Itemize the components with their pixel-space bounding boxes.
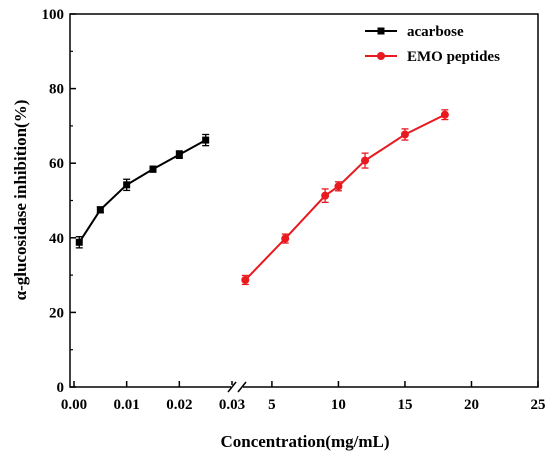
data-point [202,136,210,144]
x-tick-label: 15 [397,397,412,413]
axis-break-mark [227,381,237,393]
legend-label: acarbose [407,24,464,40]
x-tick-label: 0.01 [114,397,140,413]
data-point [321,191,330,200]
legend-marker [377,27,385,35]
y-tick-label: 20 [49,305,64,321]
axes: 0 20 40 60 80 100 0.00 0.01 0.02 0.03 5 10 15 20 25 [42,7,546,413]
x-tick-label: 25 [531,397,546,413]
x-tick-label: 20 [464,397,479,413]
y-tick-label: 0 [57,380,65,396]
data-point [241,275,250,284]
data-point [361,156,370,165]
axis-break-mark [237,381,247,393]
y-tick-label: 40 [49,231,64,247]
x-tick-label: 0.02 [166,397,192,413]
data-point [96,206,104,214]
x-tick-label: 5 [268,397,276,413]
data-point [281,234,290,243]
legend-label: EMO peptides [407,49,500,65]
series-line [78,139,207,243]
data-point [149,165,157,173]
plot-frame [69,13,539,388]
x-tick-label: 10 [331,397,346,413]
data-point [123,181,131,189]
legend: acarbose EMO peptides [365,24,500,65]
y-tick-label: 60 [49,156,64,172]
series-line [244,113,446,281]
data-point [400,130,409,139]
y-tick-label: 100 [42,7,65,23]
legend-marker [377,52,385,60]
x-axis-title: Concentration(mg/mL) [220,432,389,451]
axis-break-gap [231,385,243,389]
y-axis-title: α-glucosidase inhibition(%) [11,100,30,301]
data-point [175,151,183,159]
series-layer [75,109,449,286]
data-point [440,110,449,119]
data-point [75,238,83,246]
x-tick-label: 0.03 [219,397,245,413]
x-tick-label: 0.00 [61,397,87,413]
data-point [334,182,343,191]
y-tick-label: 80 [49,82,64,98]
